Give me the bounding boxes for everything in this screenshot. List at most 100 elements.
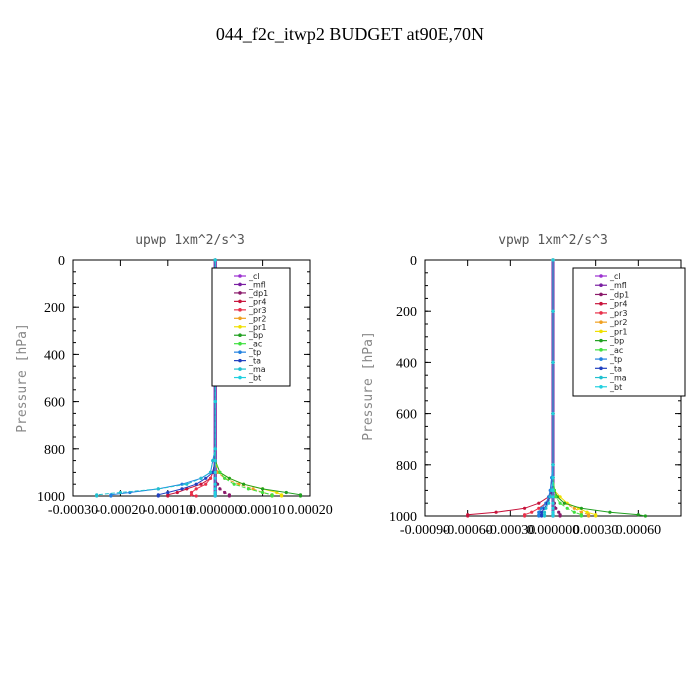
series-point-ma: [95, 494, 99, 498]
x-tick-label: 0.00020: [287, 503, 333, 518]
series-point-pr3: [208, 476, 213, 480]
legend-marker: [238, 333, 242, 338]
series-point-ma: [156, 487, 160, 491]
legend-label: _pr2: [248, 314, 266, 323]
series-point-bt: [551, 514, 555, 518]
series-point-dp1: [216, 482, 220, 486]
series-point-ta: [540, 514, 544, 518]
series-point-ta: [166, 490, 170, 495]
series-point-bt: [213, 476, 217, 480]
series-point-pr3: [189, 493, 194, 497]
series-line-pr4: [167, 260, 216, 496]
series-point-pr3: [189, 490, 194, 495]
legend-marker: [238, 358, 242, 363]
series-point-bt: [213, 490, 217, 495]
y-tick-label: 1000: [389, 510, 417, 525]
series-point-bp: [636, 513, 640, 517]
series-point-pr3: [194, 487, 198, 491]
series-point-pr2: [251, 487, 255, 491]
series-point-pr4: [494, 510, 498, 514]
series-point-bp: [608, 510, 612, 514]
series-point-dp1: [557, 510, 561, 514]
series-point-bt: [551, 501, 555, 505]
legend-marker: [238, 291, 242, 295]
legend-label: _ac: [248, 340, 262, 349]
y-axis-label: Pressure [hPa]: [15, 323, 30, 433]
series-point-ma: [547, 501, 551, 505]
series-point-pr4: [537, 501, 541, 505]
series-point-ac: [232, 482, 236, 486]
legend-label: _mfl: [248, 280, 266, 289]
x-tick-label: 0.000000: [189, 503, 242, 518]
legend-marker: [599, 283, 603, 288]
series-point-bt: [213, 447, 217, 451]
series-point-dp1: [554, 506, 558, 510]
series-point-bt: [213, 400, 217, 404]
series-point-pr3: [523, 514, 527, 518]
legend-marker: [599, 338, 603, 343]
series-point-dp1: [558, 514, 562, 518]
series-point-ac: [261, 490, 265, 495]
y-tick-label: 0: [410, 254, 417, 269]
series-point-bt: [551, 309, 555, 313]
page-title: 044_f2c_itwp2 BUDGET at90E,70N: [216, 24, 484, 44]
legend-marker: [599, 292, 603, 297]
legend-label: _pr3: [248, 306, 266, 315]
series-point-bp: [298, 494, 303, 498]
legend-label: _pr4: [609, 300, 627, 309]
legend-label: _ta: [248, 357, 261, 366]
series-point-bt: [551, 360, 555, 364]
legend-label: _tp: [248, 348, 261, 357]
legend-label: _pr1: [248, 323, 266, 332]
x-tick-label: -0.00020: [95, 503, 145, 518]
legend-marker: [599, 311, 603, 315]
series-point-pr1: [558, 495, 562, 499]
legend-marker: [599, 357, 603, 361]
series-point-ac: [554, 495, 558, 499]
legend-marker: [599, 366, 603, 371]
legend-label: _pr2: [609, 318, 627, 327]
series-point-ma: [548, 495, 552, 499]
series-point-bt: [213, 470, 217, 474]
series-line-pr3: [524, 260, 554, 516]
series-point-ta: [194, 482, 198, 486]
series-point-bp: [579, 506, 584, 510]
series-point-ta: [540, 510, 544, 514]
y-tick-label: 200: [44, 301, 65, 316]
series-point-pr4: [523, 506, 527, 510]
series-point-bt: [551, 258, 555, 262]
series-point-bp: [562, 501, 567, 505]
chart-title: vpwp 1xm^2/s^3: [498, 233, 608, 248]
series-point-ta: [211, 470, 215, 474]
legend-label: _bp: [609, 337, 624, 346]
series-point-tp: [540, 506, 544, 510]
legend-marker: [599, 301, 603, 306]
legend-box: [211, 267, 291, 387]
series-point-ta: [180, 487, 184, 491]
series-line-ta: [157, 260, 216, 496]
legend-marker: [238, 350, 242, 354]
legend-label: _bp: [248, 331, 263, 340]
y-tick-label: 0: [58, 254, 65, 269]
series-point-pr2: [587, 514, 591, 518]
legend-marker: [238, 274, 242, 278]
series-point-ac: [558, 501, 562, 505]
x-tick-label: 0.00060: [616, 523, 662, 538]
series-point-pr3: [530, 510, 534, 514]
legend-label: _ac: [609, 346, 623, 355]
series-point-bt: [551, 495, 555, 499]
legend-label: _tp: [609, 355, 622, 364]
series-point-bt: [551, 412, 555, 416]
series-point-pr4: [175, 490, 179, 495]
series-point-pr3: [204, 482, 208, 486]
series-point-ac: [218, 470, 222, 474]
series-point-ac: [579, 514, 584, 518]
series-point-ma: [544, 506, 548, 510]
x-tick-label: 0.00010: [240, 503, 286, 518]
series-point-pr2: [579, 510, 584, 514]
series-point-bp: [284, 490, 288, 495]
legend-marker: [599, 329, 603, 334]
x-tick-label: -0.00030: [48, 503, 98, 518]
legend-label: _ta: [609, 364, 622, 373]
